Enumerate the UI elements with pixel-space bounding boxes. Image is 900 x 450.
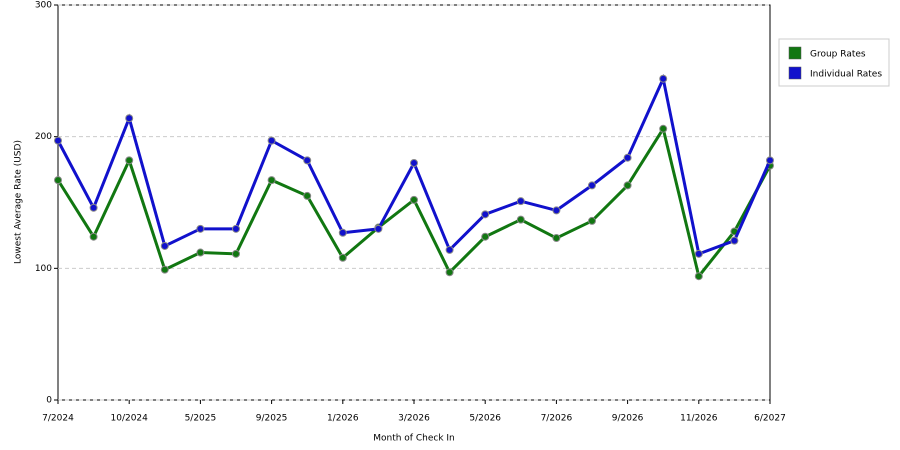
data-point [659,124,668,133]
y-tick-label: 200 [35,132,52,142]
data-point [196,248,205,257]
data-point [125,114,134,123]
data-point [196,224,205,233]
x-tick-label: 11/2026 [680,414,718,424]
data-point [588,216,596,225]
data-point [552,206,561,215]
data-point [267,136,276,145]
data-point [125,156,134,165]
data-point [303,156,312,165]
data-point [623,153,632,162]
data-point [303,191,312,200]
data-point [54,176,62,185]
data-point [410,159,418,167]
data-point [89,232,98,241]
y-tick-label: 0 [46,396,52,406]
data-point [89,203,98,212]
legend-label: Individual Rates [810,70,882,80]
x-tick-label: 7/2026 [541,414,573,424]
x-tick-label: 6/2027 [754,414,786,424]
data-point [552,234,561,243]
data-point [232,224,240,233]
legend-label: Group Rates [810,50,866,60]
data-point [160,241,169,250]
legend-swatch [788,46,802,60]
data-point [730,236,739,245]
x-tick-label: 5/2025 [185,414,217,424]
x-tick-label: 1/2026 [327,414,359,424]
legend-swatch [788,66,802,80]
data-point [481,232,490,241]
data-point [338,228,347,237]
y-tick-label: 100 [35,264,52,274]
x-tick-label: 9/2026 [612,414,644,424]
x-axis-label: Month of Check In [373,434,455,444]
data-point [588,181,596,190]
data-point [516,197,525,206]
y-tick-label: 300 [35,1,52,11]
data-point [160,265,169,274]
data-point [766,156,774,165]
data-point [481,210,490,219]
data-point [694,249,703,258]
data-point [267,176,276,185]
data-point [445,245,454,254]
x-tick-label: 5/2026 [469,414,501,424]
data-point [623,181,632,190]
x-tick-label: 9/2025 [256,414,288,424]
data-point [374,224,383,233]
data-point [338,253,347,262]
x-tick-label: 7/2024 [42,414,74,424]
y-axis-label: Lowest Average Rate (USD) [14,140,24,264]
x-tick-label: 10/2024 [111,414,149,424]
x-tick-label: 3/2026 [398,414,430,424]
data-point [516,215,525,224]
data-point [694,272,703,281]
data-point [445,268,454,277]
data-point [232,249,240,258]
data-point [410,195,418,204]
data-point [659,74,668,83]
data-point [54,136,62,145]
